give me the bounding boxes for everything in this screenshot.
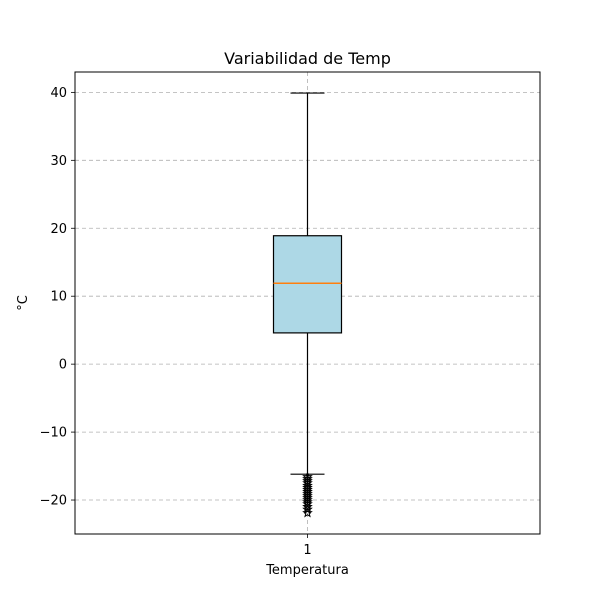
x-tick-label: 1 (303, 543, 311, 558)
y-tick-label: 20 (50, 222, 67, 237)
plot-layer (272, 92, 343, 518)
x-axis-label: Temperatura (265, 563, 349, 578)
y-tick-label: −20 (40, 494, 67, 509)
y-tick-label: −10 (40, 426, 67, 441)
axis-layer: −20 −10 0 10 20 30 40 1 (40, 71, 541, 558)
y-tick-label: 40 (50, 86, 67, 101)
box-iqr (272, 235, 343, 334)
y-tick-label: 10 (50, 290, 67, 305)
y-axis-label: °C (16, 295, 31, 311)
chart-title: Variabilidad de Temp (224, 49, 391, 68)
flier-point (302, 507, 313, 518)
y-tick-label: 0 (59, 358, 67, 373)
plot-frame (74, 71, 541, 535)
flier-point (302, 503, 313, 515)
y-tick-label: 30 (50, 154, 67, 169)
